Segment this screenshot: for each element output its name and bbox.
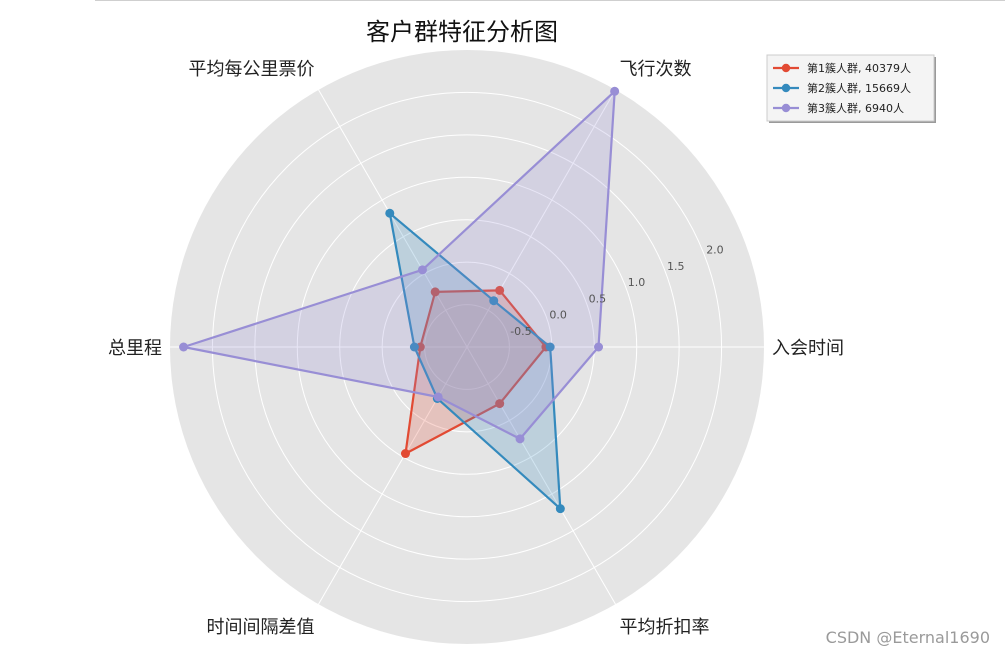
axis-label-2: 飞行次数 (620, 59, 692, 80)
series-3-point-3 (417, 265, 427, 275)
series-3-area (183, 91, 615, 439)
radial-tick-label: 1.5 (667, 260, 685, 273)
series-1-point-6 (495, 399, 505, 409)
axis-label-4: 总里程 (108, 338, 162, 359)
legend-marker-3 (781, 103, 791, 113)
series-3-point-6 (515, 434, 525, 444)
axis-label-6: 平均折扣率 (620, 617, 710, 638)
watermark: CSDN @Eternal1690 (826, 628, 990, 647)
top-rule (95, 0, 1005, 1)
series-3-point-4 (179, 342, 189, 352)
legend-label-3: 第3簇人群, 6940人 (807, 101, 904, 115)
legend-label-2: 第2簇人群, 15669人 (807, 81, 911, 95)
series-2-point-4 (409, 342, 419, 352)
legend-marker-1 (781, 63, 791, 73)
grid-spoke-5 (466, 346, 616, 605)
radial-tick-label: -0.5 (510, 325, 531, 338)
axis-label-5: 时间间隔差值 (207, 617, 315, 638)
series-2-point-2 (489, 296, 499, 306)
series-2-point-1 (545, 342, 555, 352)
legend-marker-2 (781, 83, 791, 93)
series-1-point-3 (430, 287, 440, 297)
chart-title: 客户群特征分析图 (366, 18, 558, 46)
series-3-point-1 (594, 342, 604, 352)
legend-label-1: 第1簇人群, 40379人 (807, 61, 911, 75)
radial-tick-label: 1.0 (628, 276, 646, 289)
grid-spoke-4 (318, 346, 468, 605)
series-2-point-3 (385, 208, 395, 218)
radial-tick-labels: -0.5 0.0 0.5 1.0 1.5 2.0 (510, 244, 723, 338)
axis-label-3: 平均每公里票价 (189, 59, 315, 80)
series-1-area (405, 290, 546, 454)
radial-tick-label: 0.0 (549, 309, 567, 322)
series-2-point-6 (555, 504, 565, 514)
series-2-area (389, 213, 561, 509)
series-3-point-2 (610, 86, 620, 96)
radial-tick-label: 0.5 (589, 292, 607, 305)
axis-label-1: 入会时间 (772, 338, 844, 359)
radial-tick-label: 2.0 (706, 244, 724, 257)
series-3-point-5 (433, 392, 443, 402)
series-1-point-5 (400, 449, 410, 459)
series-layer (179, 86, 620, 514)
series-1-point-2 (495, 285, 505, 295)
grid-spoke-2 (318, 89, 468, 348)
